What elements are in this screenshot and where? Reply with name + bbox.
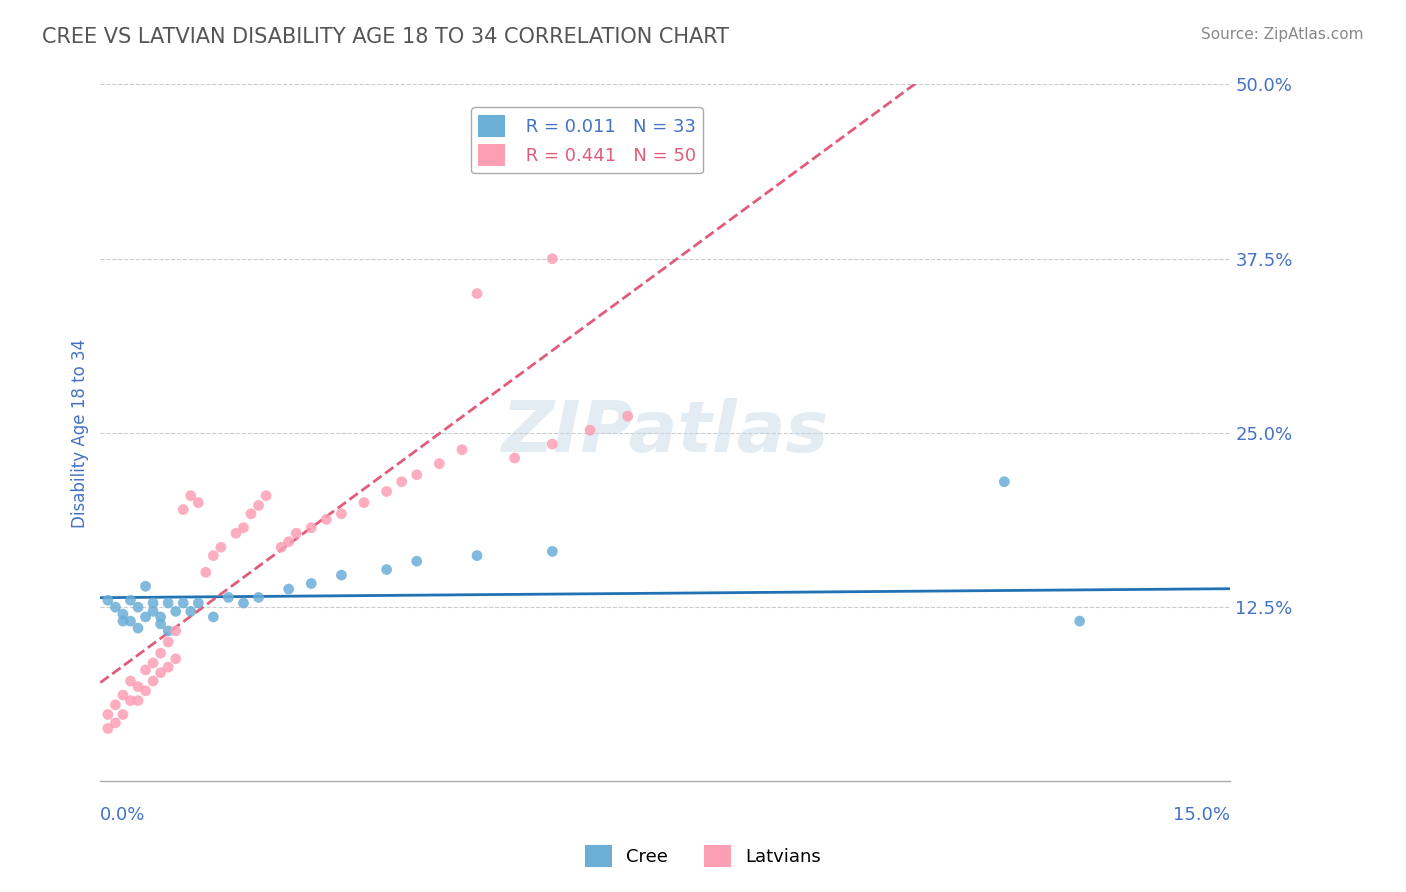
Point (135, 663, 157, 677)
Text: 15.0%: 15.0% (1174, 805, 1230, 824)
Point (616, 409, 638, 424)
Point (1069, 614, 1091, 628)
Point (149, 665, 172, 680)
Point (541, 544, 564, 558)
Point (270, 541, 292, 555)
Point (277, 534, 299, 549)
Point (225, 526, 247, 541)
Legend: Cree, Latvians: Cree, Latvians (578, 838, 828, 874)
Point (127, 600, 149, 615)
Point (157, 596, 180, 610)
Point (142, 596, 165, 610)
Point (993, 475, 1015, 489)
Point (180, 604, 202, 618)
Point (120, 674, 142, 689)
Point (149, 646, 172, 660)
Point (111, 614, 134, 628)
Point (202, 549, 225, 563)
Point (104, 600, 127, 615)
Point (202, 610, 225, 624)
Point (579, 423, 602, 437)
Point (157, 624, 180, 638)
Y-axis label: Disability Age 18 to 34: Disability Age 18 to 34 (72, 338, 89, 527)
Point (299, 521, 322, 535)
Point (330, 507, 353, 521)
Point (142, 656, 165, 670)
Point (149, 616, 172, 631)
Point (157, 635, 180, 649)
Point (315, 512, 337, 526)
Point (187, 495, 209, 509)
Point (172, 502, 194, 516)
Point (240, 507, 263, 521)
Point (405, 554, 427, 568)
Point (481, 161, 503, 175)
Point (149, 610, 172, 624)
Point (232, 521, 254, 535)
Point (541, 252, 564, 266)
Point (172, 596, 194, 610)
Point (247, 499, 270, 513)
Point (97, 722, 120, 736)
Point (217, 591, 239, 605)
Point (465, 286, 488, 301)
Text: ZIPatlas: ZIPatlas (502, 399, 830, 467)
Point (209, 541, 232, 555)
Point (247, 591, 270, 605)
Point (285, 526, 308, 541)
Point (194, 566, 217, 580)
Point (427, 457, 450, 471)
Point (165, 652, 187, 666)
Point (104, 698, 127, 712)
Point (451, 442, 474, 457)
Point (97, 707, 120, 722)
Point (254, 489, 277, 503)
Legend:  R = 0.011   N = 33,  R = 0.441   N = 50: R = 0.011 N = 33, R = 0.441 N = 50 (471, 107, 703, 173)
Point (135, 579, 157, 593)
Point (330, 568, 353, 582)
Point (299, 576, 322, 591)
Point (187, 596, 209, 610)
Point (135, 610, 157, 624)
Point (405, 467, 427, 482)
Point (97, 593, 120, 607)
Point (353, 495, 375, 509)
Point (391, 475, 413, 489)
Point (142, 674, 165, 689)
Point (111, 707, 134, 722)
Point (127, 693, 149, 707)
Point (120, 693, 142, 707)
Text: Source: ZipAtlas.com: Source: ZipAtlas.com (1201, 27, 1364, 42)
Point (104, 715, 127, 730)
Point (120, 593, 142, 607)
Text: 0.0%: 0.0% (100, 805, 146, 824)
Point (120, 614, 142, 628)
Point (127, 621, 149, 635)
Text: CREE VS LATVIAN DISABILITY AGE 18 TO 34 CORRELATION CHART: CREE VS LATVIAN DISABILITY AGE 18 TO 34 … (42, 27, 730, 46)
Point (127, 680, 149, 694)
Point (232, 596, 254, 610)
Point (111, 688, 134, 702)
Point (503, 450, 526, 465)
Point (135, 683, 157, 698)
Point (165, 624, 187, 638)
Point (465, 549, 488, 563)
Point (180, 489, 202, 503)
Point (157, 660, 180, 674)
Point (165, 604, 187, 618)
Point (375, 484, 398, 499)
Point (541, 437, 564, 451)
Point (142, 604, 165, 618)
Point (375, 563, 398, 577)
Point (111, 607, 134, 622)
Point (277, 582, 299, 596)
